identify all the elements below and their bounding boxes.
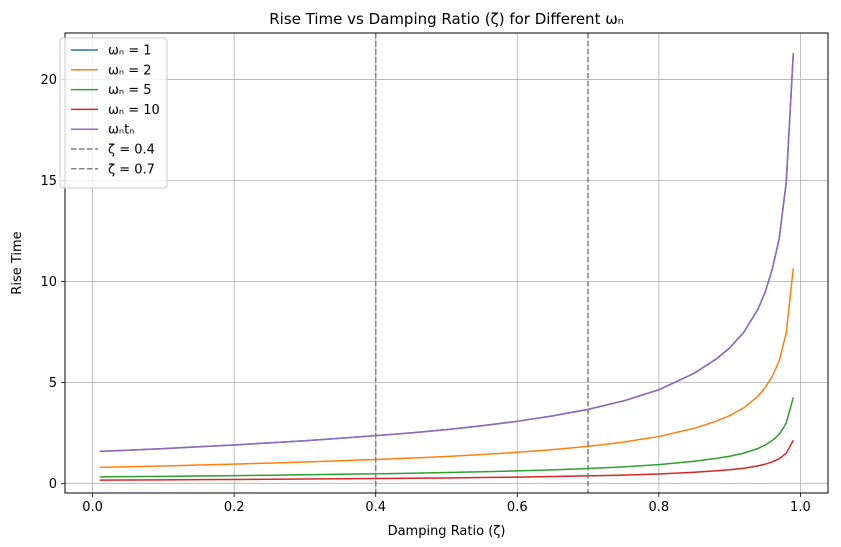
legend: ωₙ = 1 ωₙ = 2 ωₙ = 5 ωₙ = 10 ωₙtₙ ζ = 0.4 ζ = … bbox=[59, 37, 168, 189]
legend-box bbox=[59, 37, 168, 189]
x-axis-ticks: 0.0 0.2 0.4 0.6 0.8 1.0 bbox=[82, 493, 811, 515]
x-tick-label: 0.8 bbox=[648, 500, 669, 515]
y-axis-label: Rise Time bbox=[10, 231, 25, 294]
x-tick-label: 0.6 bbox=[507, 500, 528, 515]
series-line-4 bbox=[99, 53, 795, 453]
y-tick-label: 20 bbox=[40, 73, 57, 88]
y-tick-label: 0 bbox=[49, 477, 57, 492]
x-tick-label: 0.0 bbox=[82, 500, 103, 515]
axes-frame bbox=[64, 32, 829, 494]
plot-lines bbox=[99, 33, 795, 493]
legend-label-0: ωₙ = 1 bbox=[108, 44, 152, 59]
series-line-2 bbox=[99, 397, 795, 478]
y-tick-label: 15 bbox=[40, 174, 57, 189]
series-line-3 bbox=[99, 439, 794, 481]
legend-label-6: ζ = 0.7 bbox=[108, 162, 155, 177]
grid bbox=[65, 33, 828, 493]
series-line-1 bbox=[99, 268, 795, 469]
legend-label-1: ωₙ = 2 bbox=[108, 63, 152, 78]
y-tick-label: 5 bbox=[49, 376, 57, 391]
series-line-0 bbox=[99, 53, 795, 453]
legend-label-4: ωₙtₙ bbox=[108, 123, 134, 138]
x-tick-label: 1.0 bbox=[790, 500, 811, 515]
x-axis-label: Damping Ratio (ζ) bbox=[388, 524, 506, 539]
x-tick-label: 0.2 bbox=[224, 500, 245, 515]
y-tick-label: 10 bbox=[40, 275, 57, 290]
x-tick-label: 0.4 bbox=[365, 500, 386, 515]
y-axis-ticks: 0 5 10 15 20 bbox=[40, 73, 65, 492]
legend-label-2: ωₙ = 5 bbox=[108, 83, 152, 98]
legend-label-3: ωₙ = 10 bbox=[108, 103, 160, 118]
chart-title: Rise Time vs Damping Ratio (ζ) for Diffe… bbox=[269, 10, 624, 28]
legend-label-5: ζ = 0.4 bbox=[108, 143, 155, 158]
